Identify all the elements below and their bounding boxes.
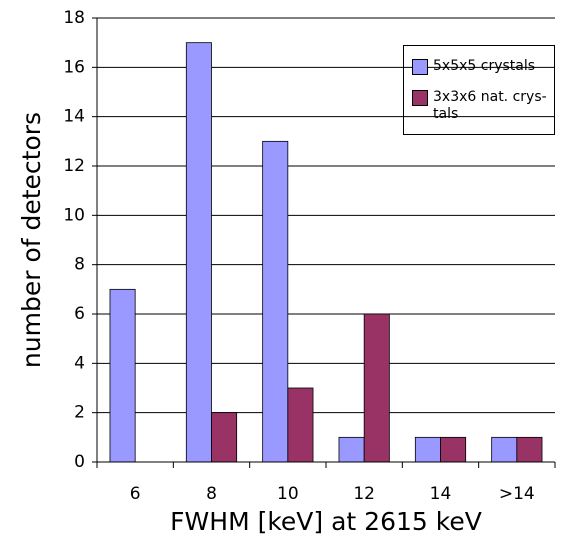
bar	[440, 436, 467, 463]
y-tick-label: 18	[63, 8, 85, 28]
bar	[211, 412, 238, 463]
x-tick-label: 10	[277, 484, 299, 504]
bar	[185, 42, 212, 463]
x-axis-title: FWHM [keV] at 2615 keV	[170, 507, 482, 536]
x-tick-label: 8	[206, 484, 217, 504]
x-tick-label: >14	[499, 484, 535, 504]
legend-item: 5x5x5 crystals	[412, 58, 551, 75]
bar	[491, 436, 518, 463]
y-tick-label: 12	[63, 156, 85, 176]
y-tick-label: 2	[74, 403, 85, 423]
bar	[338, 436, 365, 463]
legend-label: 5x5x5 crystals	[433, 58, 536, 74]
y-tick-label: 16	[63, 57, 85, 77]
y-axis-title: number of detectors	[17, 112, 46, 368]
y-tick-label: 10	[63, 205, 85, 225]
bar	[287, 387, 314, 463]
y-tick-label: 14	[63, 107, 85, 127]
legend: 5x5x5 crystals 3x3x6 nat. crys-tals	[403, 45, 555, 135]
legend-swatch	[412, 59, 428, 75]
y-tick-label: 8	[74, 255, 85, 275]
y-tick-label: 6	[74, 304, 85, 324]
x-tick-label: 12	[353, 484, 375, 504]
legend-label: 3x3x6 nat. crys-tals	[433, 89, 547, 122]
x-tick-label: 6	[130, 484, 141, 504]
y-tick-label: 4	[74, 353, 85, 373]
legend-item: 3x3x6 nat. crys-tals	[412, 89, 551, 123]
bar	[109, 288, 136, 463]
bar	[262, 140, 289, 463]
bar	[414, 436, 441, 463]
x-tick-label: 14	[430, 484, 452, 504]
bar	[363, 313, 390, 463]
y-tick-label: 0	[74, 452, 85, 472]
bar	[516, 436, 543, 463]
legend-swatch	[412, 90, 428, 106]
